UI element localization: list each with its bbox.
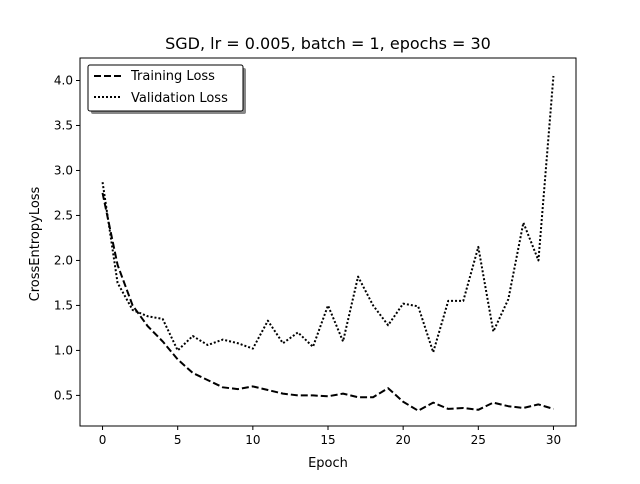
x-tick-label: 5: [174, 433, 182, 447]
x-axis-label: Epoch: [308, 456, 348, 471]
y-tick-label: 1.5: [54, 298, 73, 312]
y-axis-label: CrossEntropyLoss: [28, 186, 43, 301]
y-tick-label: 1.0: [54, 343, 73, 357]
series-line-training-loss: [101, 192, 554, 412]
legend: Training Loss Validation Loss: [87, 64, 246, 114]
legend-label-training: Training Loss: [130, 69, 215, 84]
series-line-validation-loss: [101, 75, 555, 354]
x-tick-label: 30: [546, 433, 561, 447]
y-tick-label: 3.5: [54, 118, 73, 132]
x-tick-label: 15: [320, 433, 335, 447]
y-tick-label: 2.5: [54, 208, 73, 222]
legend-label-validation: Validation Loss: [131, 91, 228, 106]
x-tick-label: 25: [471, 433, 486, 447]
legend-frame: [87, 64, 244, 112]
x-tick-label: 20: [396, 433, 411, 447]
y-tick-label: 4.0: [54, 73, 73, 87]
chart-title: SGD, lr = 0.005, batch = 1, epochs = 30: [165, 34, 491, 53]
y-tick-label: 0.5: [54, 388, 73, 402]
y-tick-label: 3.0: [54, 163, 73, 177]
y-tick-label: 2.0: [54, 253, 73, 267]
x-tick-label: 10: [245, 433, 260, 447]
x-tick-label: 0: [99, 433, 107, 447]
